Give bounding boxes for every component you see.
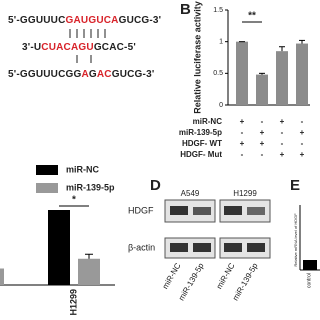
y-tick-label: 0.5 [213, 70, 223, 77]
bar [256, 74, 268, 105]
condition-mark: - [281, 128, 284, 137]
lane-label: miR-NC [161, 261, 183, 290]
condition-mark: - [281, 139, 284, 148]
bar [303, 260, 317, 270]
condition-mark: + [280, 117, 285, 126]
condition-label: miR-NC [193, 117, 223, 126]
panel-e [299, 205, 320, 271]
condition-mark: - [241, 150, 244, 159]
sequence-part: GCAC-5' [94, 42, 136, 53]
protein-label: HDGF [128, 205, 154, 215]
sequence-part: AC [97, 69, 112, 80]
sequence-part: A [81, 69, 88, 80]
bar [48, 210, 70, 285]
western-blot [164, 199, 271, 259]
condition-mark: + [240, 139, 245, 148]
condition-mark: + [300, 128, 305, 137]
condition-label: miR-139-5p [179, 128, 222, 137]
condition-mark: - [301, 139, 304, 148]
condition-label: HDGF- Mut [180, 150, 222, 159]
condition-mark: + [260, 128, 265, 137]
pairing-lines [69, 29, 106, 63]
condition-mark: - [301, 117, 304, 126]
bar [0, 268, 4, 285]
sequence-part: 5'-GGUUUC [8, 15, 66, 26]
bar [78, 258, 100, 285]
y-tick-label: 1 [219, 39, 223, 46]
legend-label: miR-NC [66, 164, 99, 174]
condition-mark: + [240, 117, 245, 126]
sequence: 5'-GGUUUCGGAGACGUCG-3' [8, 69, 154, 80]
condition-mark: - [261, 117, 264, 126]
panel-label: D [150, 177, 161, 194]
sequence-part: GUCG-3' [119, 15, 162, 26]
sequence-part: 5'-GGUUUCGG [8, 69, 81, 80]
x-tick-label: control [306, 273, 312, 288]
y-tick-label: 1.5 [213, 7, 223, 14]
significance: ** [248, 11, 256, 22]
condition-mark: - [241, 128, 244, 137]
lane-label: miR-NC [215, 261, 237, 290]
cell-label: H1299 [233, 189, 257, 198]
cell-label: A549 [181, 189, 200, 198]
condition-label: HDGF- WT [182, 139, 222, 148]
bar [296, 43, 308, 105]
panel-label: B [180, 1, 191, 18]
legend-label: miR-139-5p [66, 182, 115, 192]
bar [236, 41, 248, 105]
condition-mark: - [261, 150, 264, 159]
protein-label: β-actin [128, 242, 155, 252]
condition-mark: + [300, 150, 305, 159]
sequence-part: GAUGUCA [66, 15, 119, 26]
legend-swatch [36, 165, 58, 175]
y-tick-label: 0 [219, 102, 223, 109]
sequence-part: G [89, 69, 97, 80]
y-axis-label: Relative mRNA level of HDGF [293, 213, 298, 267]
sequence-part: GUCG-3' [112, 69, 155, 80]
panel-label: E [290, 177, 300, 194]
sequence-part: 3'-U [22, 42, 41, 53]
sequence: 5'-GGUUUCGAUGUCAGUCG-3' [8, 15, 161, 26]
sequence-part: CUACAGU [41, 42, 94, 53]
bar [276, 51, 288, 105]
legend-swatch [36, 183, 58, 193]
condition-mark: + [280, 150, 285, 159]
x-tick-label: H1299 [68, 289, 78, 316]
y-axis-label: Relative luciferase activity [192, 1, 202, 114]
sequence: 3'-UCUACAGUGCAC-5' [22, 42, 136, 53]
significance: * [72, 195, 76, 206]
condition-mark: + [260, 139, 265, 148]
